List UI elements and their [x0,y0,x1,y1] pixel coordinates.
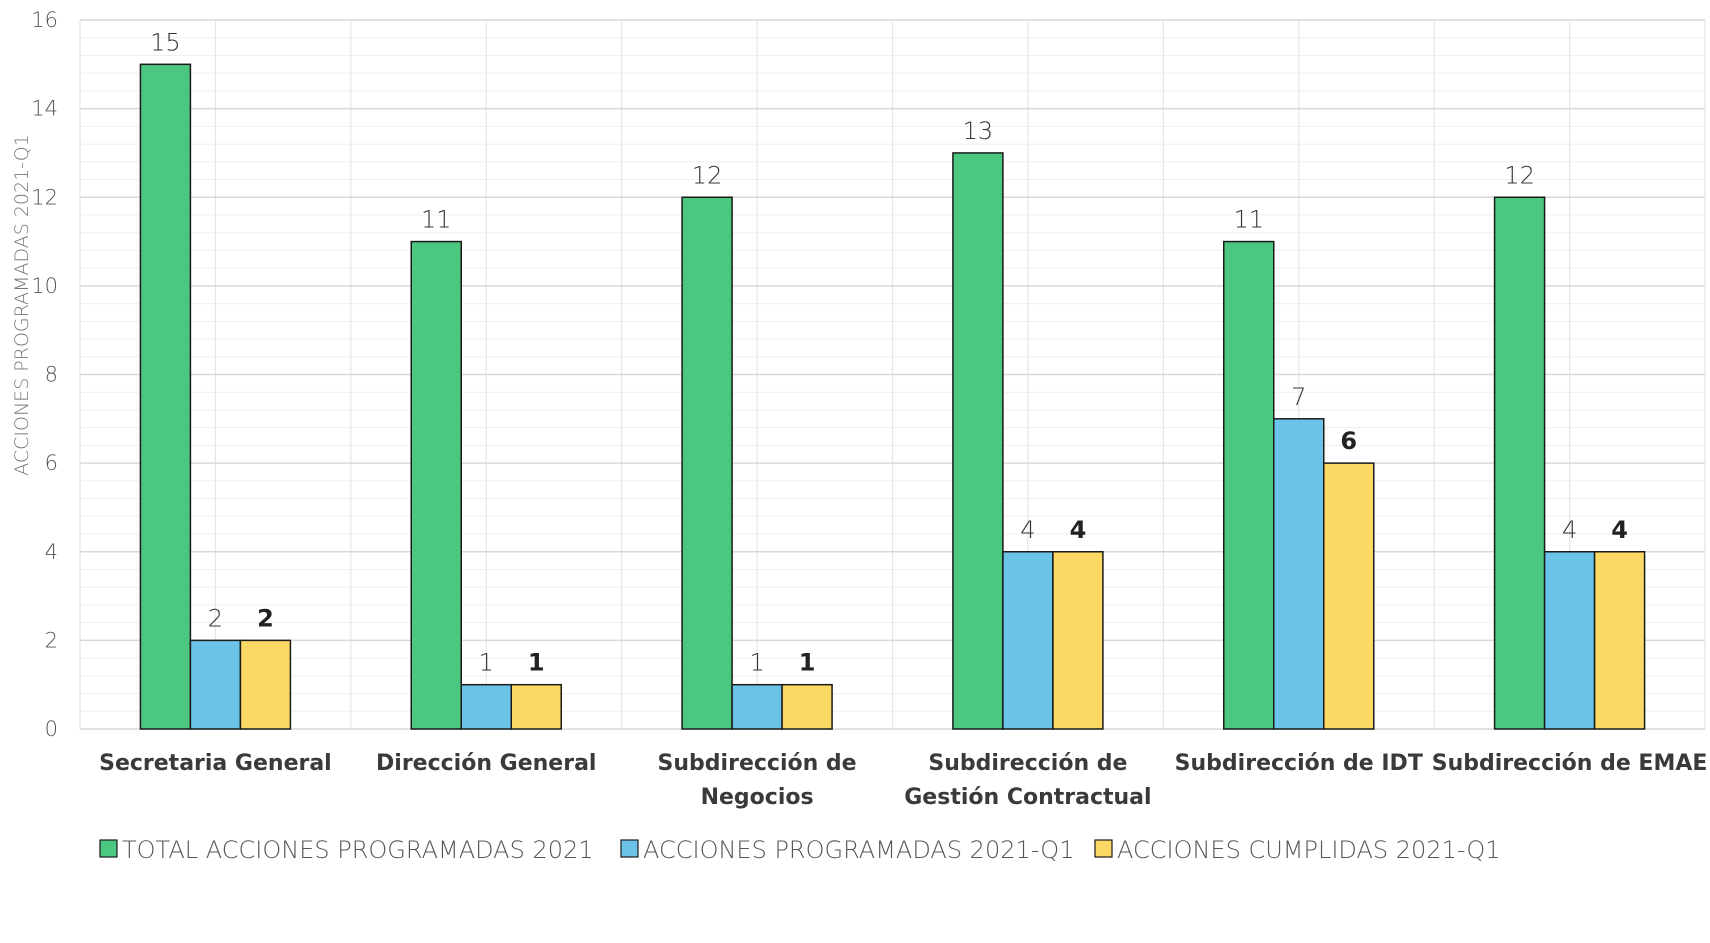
bar [781,683,833,730]
data-label: 4 [1020,516,1035,544]
x-tick-label: Subdirección de [928,751,1127,776]
x-tick-label: Subdirección de EMAE [1432,751,1708,776]
y-tick-label: 4 [45,540,58,564]
bar [410,240,462,730]
x-tick-label: Subdirección de [658,751,857,776]
bar [460,683,512,730]
bar [1223,240,1275,730]
bar [1323,462,1375,730]
grid [79,19,1706,730]
bar [139,63,192,730]
data-label: 6 [1340,427,1357,455]
bar [1002,551,1054,730]
data-label: 13 [963,117,994,145]
bar [1493,196,1546,730]
y-axis: 0 2 4 6 8 10 12 14 16 [31,8,58,741]
data-label: 1 [799,649,816,677]
data-label: 2 [208,604,223,632]
bar [510,683,562,730]
data-label: 4 [1562,516,1577,544]
bar [189,639,242,730]
legend: TOTAL ACCIONES PROGRAMADAS 2021 ACCIONES … [99,836,1501,864]
y-tick-label: 8 [45,363,58,387]
bar [239,639,292,730]
bar [1273,418,1325,730]
x-tick-label: Subdirección de IDT [1175,751,1423,776]
data-label: 7 [1291,383,1306,411]
data-label: 2 [257,604,274,632]
legend-swatch [1094,839,1113,858]
data-label: 12 [1504,161,1535,189]
data-label: 4 [1070,516,1087,544]
data-label: 11 [1233,206,1264,234]
x-tick-label: Negocios [701,785,814,810]
legend-label: ACCIONES CUMPLIDAS 2021-Q1 [1117,836,1501,864]
data-label: 15 [150,28,181,56]
y-axis-title: ACCIONES PROGRAMADAS 2021-Q1 [11,134,33,476]
y-tick-label: 2 [45,628,58,652]
data-label: 4 [1611,516,1628,544]
x-tick-label: Gestión Contractual [904,785,1151,810]
bar [1593,551,1646,730]
legend-swatch [620,839,639,858]
y-tick-label: 12 [31,185,58,209]
data-label: 1 [528,649,545,677]
x-axis: Secretaria General Dirección General Subdi… [99,751,1707,810]
data-label: 1 [749,649,764,677]
data-label: 12 [692,161,723,189]
bar [731,683,783,730]
x-tick-label: Dirección General [376,751,596,776]
data-label: 1 [479,649,494,677]
legend-label: ACCIONES PROGRAMADAS 2021-Q1 [643,836,1074,864]
legend-swatch [99,839,118,858]
y-tick-label: 14 [31,97,58,121]
x-tick-label: Secretaria General [99,751,332,776]
data-label: 11 [421,206,452,234]
bar [952,152,1004,730]
y-tick-label: 6 [45,451,58,475]
bar [681,196,733,730]
legend-label: TOTAL ACCIONES PROGRAMADAS 2021 [122,836,594,864]
y-tick-label: 16 [31,8,58,32]
bars [139,63,1646,730]
bar [1052,551,1104,730]
bar [1543,551,1596,730]
y-tick-label: 10 [31,274,58,298]
y-tick-label: 0 [45,717,58,741]
